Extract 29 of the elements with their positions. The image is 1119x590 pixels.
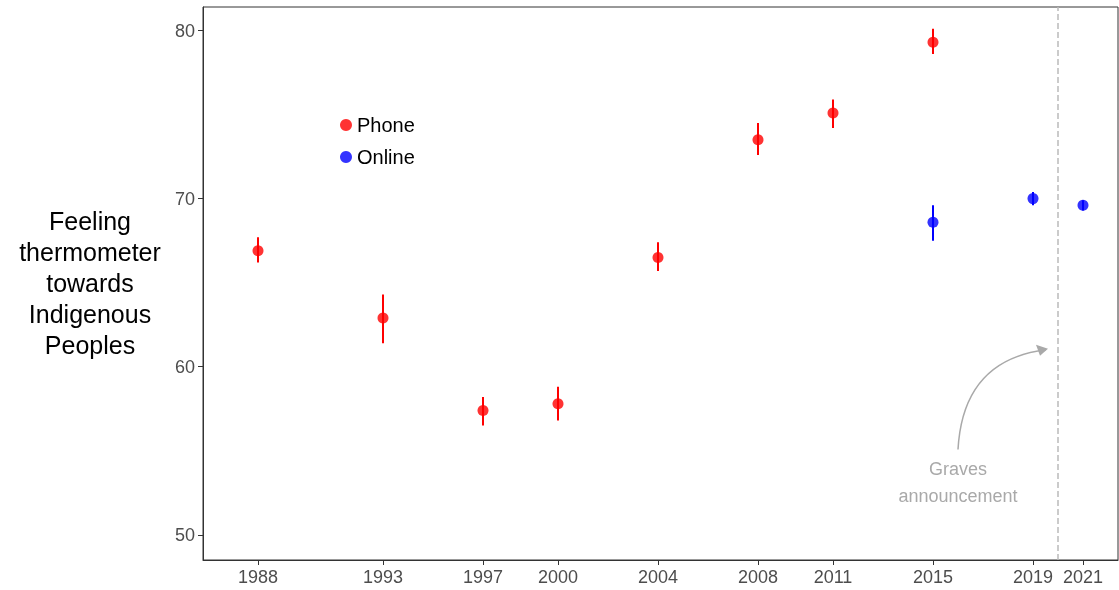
x-tick-label: 2008 [737,567,779,587]
x-tick-label: 2011 [813,567,853,587]
annotation: Graves announcement [897,457,1019,508]
y-tick-label: 60 [174,356,195,377]
point [752,134,764,146]
point [377,312,389,324]
y-tick-label: 50 [174,524,195,545]
x-tick-label: 2000 [537,567,579,587]
point [652,251,664,263]
y-tick-label: 80 [174,20,195,41]
x-tick-label: 1997 [462,567,504,587]
point [252,245,264,257]
y-axis-title: Feeling thermometer towards Indigenous Peoples [18,206,162,361]
point [927,36,939,48]
x-tick-label: 2019 [1012,567,1054,587]
x-tick-label: 2021 [1062,567,1104,587]
point [477,404,489,416]
point [827,107,839,119]
x-tick-label: 2015 [912,567,954,587]
legend-label: Phone [357,114,415,136]
x-tick-label: 1993 [362,567,404,587]
point [552,398,564,410]
point [1077,199,1089,211]
y-tick-label: 70 [174,188,195,209]
legend-label: Online [357,146,415,168]
x-tick-label: 2004 [637,567,679,587]
x-tick-label: 1988 [237,567,279,587]
point [927,216,939,228]
point [1027,193,1039,205]
